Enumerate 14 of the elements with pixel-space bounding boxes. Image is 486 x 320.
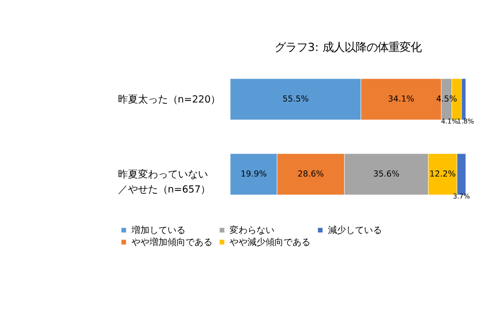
y-tick-label: 昨夏変わっていない／やせた（n=657） bbox=[118, 168, 211, 196]
legend-label: 減少している bbox=[328, 225, 382, 236]
data-label: 34.1% bbox=[388, 94, 414, 104]
legend-label: やや減少傾向である bbox=[230, 237, 310, 248]
legend-label: 増加している bbox=[130, 225, 186, 236]
chart-title: グラフ3: 成人以降の体重変化 bbox=[274, 40, 422, 54]
data-label: 28.6% bbox=[298, 168, 324, 178]
data-label: 55.5% bbox=[282, 94, 309, 104]
data-label: 19.9% bbox=[240, 168, 267, 178]
data-label: 12.2% bbox=[430, 168, 456, 178]
data-label: 35.6% bbox=[373, 168, 400, 178]
y-tick-label: 昨夏太った（n=220） bbox=[118, 93, 221, 106]
legend-label: やや増加傾向である bbox=[131, 237, 212, 248]
legend-label: 変わらない bbox=[230, 225, 274, 236]
